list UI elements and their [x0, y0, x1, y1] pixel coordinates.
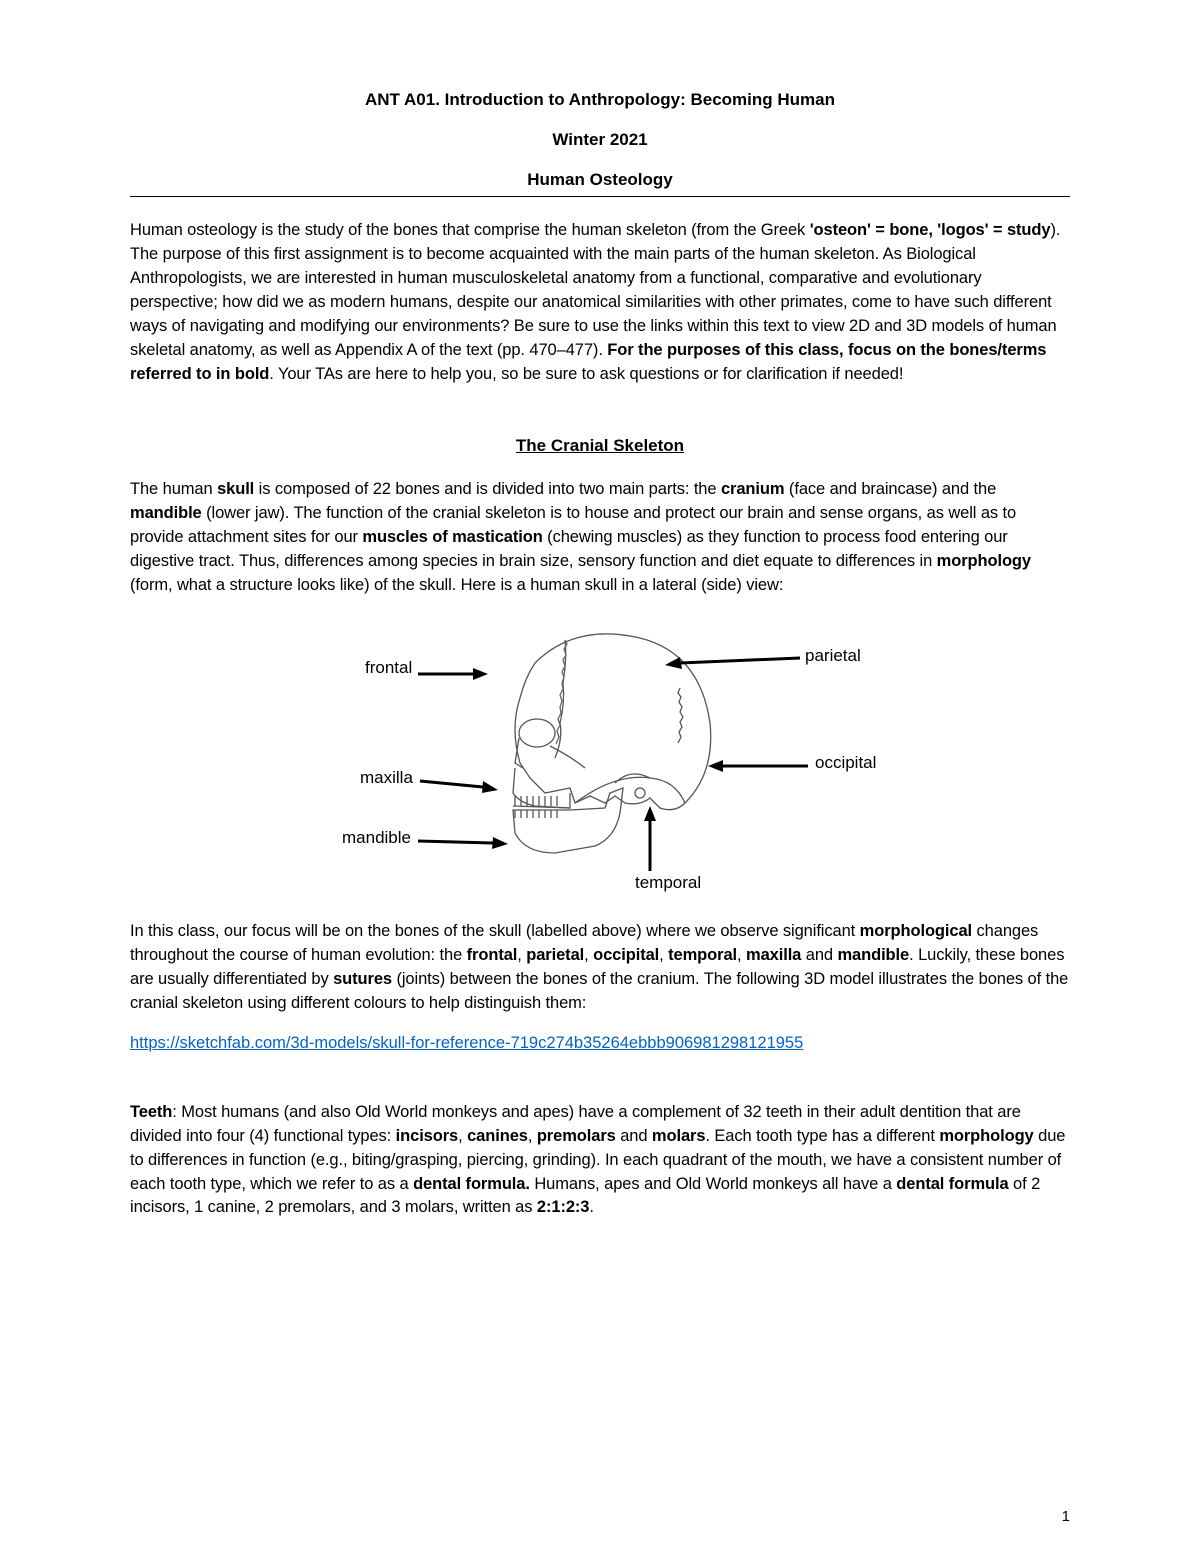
- text: (form, what a structure looks like) of t…: [130, 576, 783, 594]
- bold-term: sutures: [333, 970, 392, 988]
- bold-term: Teeth: [130, 1103, 172, 1121]
- bold-term: dental formula.: [413, 1175, 530, 1193]
- bold-term: mandible: [837, 946, 909, 964]
- text: Human osteology is the study of the bone…: [130, 221, 810, 239]
- bold-term: muscles of mastication: [362, 528, 542, 546]
- bold-term: skull: [217, 480, 254, 498]
- cranial-paragraph: The human skull is composed of 22 bones …: [130, 478, 1070, 598]
- course-title: ANT A01. Introduction to Anthropology: B…: [130, 90, 1070, 110]
- arrow-icon: [418, 833, 508, 853]
- text: ,: [737, 946, 746, 964]
- label-parietal: parietal: [805, 646, 861, 666]
- bold-term: 'osteon' = bone, 'logos' = study: [810, 221, 1051, 239]
- bold-term: frontal: [467, 946, 518, 964]
- text: ,: [584, 946, 593, 964]
- text: (face and braincase) and the: [784, 480, 996, 498]
- bold-term: morphology: [939, 1127, 1033, 1145]
- page-number: 1: [1062, 1508, 1070, 1525]
- text: .: [589, 1198, 593, 1216]
- text: is composed of 22 bones and is divided i…: [254, 480, 721, 498]
- arrow-icon: [420, 773, 500, 798]
- text: . Your TAs are here to help you, so be s…: [269, 365, 903, 383]
- text: In this class, our focus will be on the …: [130, 922, 860, 940]
- bold-term: temporal: [668, 946, 737, 964]
- section-heading: The Cranial Skeleton: [130, 436, 1070, 456]
- arrow-icon: [418, 666, 488, 686]
- skull-diagram: frontal parietal occipital temporal maxi…: [130, 628, 1070, 898]
- bold-term: morphological: [860, 922, 972, 940]
- bold-term: incisors: [396, 1127, 458, 1145]
- bold-term: premolars: [537, 1127, 616, 1145]
- bold-term: morphology: [937, 552, 1031, 570]
- text: and: [616, 1127, 652, 1145]
- document-page: ANT A01. Introduction to Anthropology: B…: [0, 0, 1200, 1553]
- text: Humans, apes and Old World monkeys all h…: [530, 1175, 896, 1193]
- bold-term: dental formula: [896, 1175, 1008, 1193]
- teeth-paragraph: Teeth: Most humans (and also Old World m…: [130, 1101, 1070, 1221]
- arrow-icon: [640, 806, 660, 871]
- arrow-icon: [665, 650, 800, 670]
- bold-term: mandible: [130, 504, 202, 522]
- bold-term: 2:1:2:3: [537, 1198, 590, 1216]
- bold-term: molars: [652, 1127, 706, 1145]
- text: ,: [659, 946, 668, 964]
- document-subtitle: Human Osteology: [130, 170, 1070, 197]
- bones-paragraph: In this class, our focus will be on the …: [130, 920, 1070, 1016]
- text: ,: [528, 1127, 537, 1145]
- bold-term: maxilla: [746, 946, 801, 964]
- sketchfab-link[interactable]: https://sketchfab.com/3d-models/skull-fo…: [130, 1034, 1070, 1053]
- label-frontal: frontal: [365, 658, 412, 678]
- intro-paragraph: Human osteology is the study of the bone…: [130, 219, 1070, 386]
- term: Winter 2021: [130, 130, 1070, 150]
- bold-term: occipital: [593, 946, 659, 964]
- text: ,: [458, 1127, 467, 1145]
- bold-term: canines: [467, 1127, 528, 1145]
- text: The human: [130, 480, 217, 498]
- text: and: [801, 946, 837, 964]
- text: ). The purpose of this first assignment …: [130, 221, 1060, 359]
- label-mandible: mandible: [342, 828, 411, 848]
- text: . Each tooth type has a different: [705, 1127, 939, 1145]
- bold-term: cranium: [721, 480, 785, 498]
- label-temporal: temporal: [635, 873, 701, 893]
- arrow-icon: [708, 758, 808, 778]
- bold-term: parietal: [526, 946, 584, 964]
- text: ,: [517, 946, 526, 964]
- label-occipital: occipital: [815, 753, 876, 773]
- label-maxilla: maxilla: [360, 768, 413, 788]
